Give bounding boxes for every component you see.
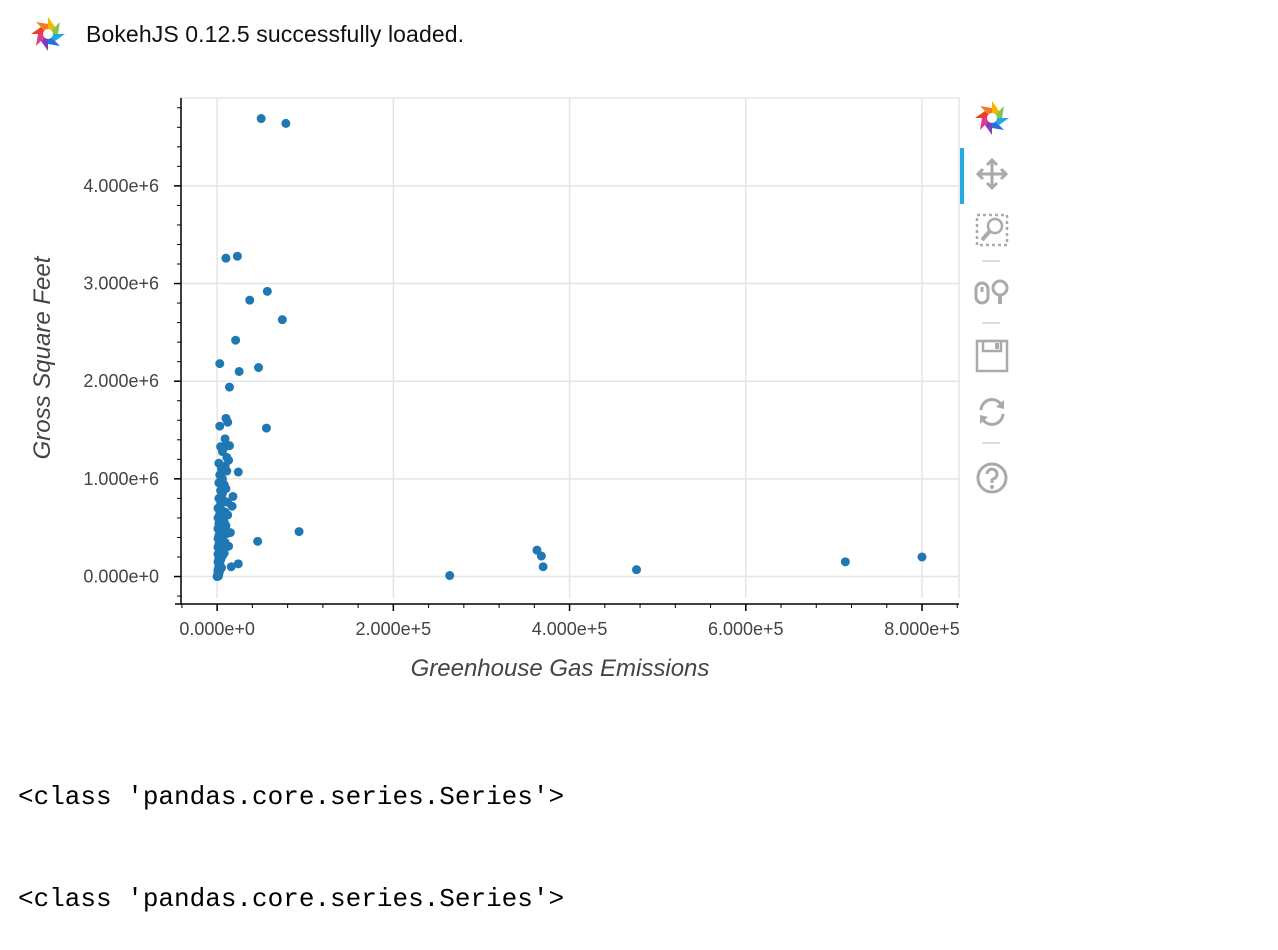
- banner-text: BokehJS 0.12.5 successfully loaded.: [86, 20, 465, 47]
- data-point: [277, 315, 287, 325]
- y-tick-label: 0.000e+0: [83, 567, 159, 587]
- data-point: [222, 466, 232, 476]
- data-point: [215, 359, 225, 369]
- data-point: [231, 335, 241, 345]
- scatter-plot[interactable]: 0.000e+0 2.000e+5 4.000e+5 6.000e+5 8.000e+5…: [0, 80, 960, 700]
- x-tick-label: 8.000e+5: [884, 619, 960, 639]
- data-point: [223, 417, 233, 427]
- data-point: [220, 434, 230, 444]
- data-point: [253, 536, 263, 546]
- x-tick-label: 2.000e+5: [356, 619, 432, 639]
- plot-frame: [181, 97, 960, 598]
- data-point: [632, 565, 642, 575]
- bokeh-logo-icon[interactable]: [972, 98, 1012, 138]
- data-point: [254, 363, 264, 373]
- x-axis-label: Greenhouse Gas Emissions: [411, 655, 710, 682]
- x-tick-label: 4.000e+5: [532, 619, 608, 639]
- y-tick-label: 3.000e+6: [83, 274, 159, 294]
- data-point: [226, 562, 236, 572]
- data-point: [281, 118, 291, 128]
- data-point: [212, 572, 222, 582]
- data-point: [917, 552, 927, 562]
- data-point: [245, 295, 255, 305]
- grid-lines: [181, 98, 959, 598]
- data-point: [215, 421, 225, 431]
- output-line: <class 'pandas.core.series.Series'>: [18, 782, 565, 812]
- toolbar-separator: [982, 260, 1000, 262]
- chart-canvas[interactable]: 0.000e+0 2.000e+5 4.000e+5 6.000e+5 8.000e+5…: [0, 80, 960, 700]
- data-point: [294, 527, 304, 537]
- data-point: [221, 253, 231, 263]
- y-axis-label: Gross Square Feet: [29, 255, 56, 459]
- box-zoom-icon[interactable]: [972, 210, 1012, 250]
- plot-toolbar: [960, 96, 1020, 516]
- data-point: [445, 571, 455, 581]
- reset-icon[interactable]: [972, 392, 1012, 432]
- output-line: <class 'pandas.core.series.Series'>: [18, 884, 565, 914]
- data-point: [228, 491, 238, 501]
- data-point: [227, 501, 237, 511]
- y-tick-label: 2.000e+6: [83, 371, 159, 391]
- y-tick-label: 1.000e+6: [83, 469, 159, 489]
- data-point: [234, 366, 244, 376]
- data-point: [536, 551, 546, 561]
- wheel-zoom-icon[interactable]: [972, 272, 1012, 312]
- data-point: [233, 467, 243, 477]
- pan-icon[interactable]: [972, 154, 1012, 194]
- toolbar-separator: [982, 442, 1000, 444]
- data-point: [232, 251, 242, 261]
- bokeh-logo-icon: [31, 17, 65, 51]
- toolbar-separator: [982, 322, 1000, 324]
- data-point: [538, 562, 548, 572]
- bokeh-load-banner: BokehJS 0.12.5 successfully loaded.: [28, 14, 464, 54]
- data-point: [224, 382, 234, 392]
- data-point: [262, 286, 272, 296]
- save-icon[interactable]: [972, 336, 1012, 376]
- scatter-points: [212, 114, 927, 582]
- data-point: [256, 114, 266, 124]
- x-tick-label: 0.000e+0: [179, 619, 255, 639]
- data-point: [233, 559, 243, 569]
- axes: 0.000e+0 2.000e+5 4.000e+5 6.000e+5 8.000e+5…: [83, 98, 960, 639]
- active-tool-indicator: [960, 148, 964, 204]
- data-point: [840, 557, 850, 567]
- cell-output: <class 'pandas.core.series.Series'> <cla…: [18, 712, 564, 950]
- x-tick-label: 6.000e+5: [708, 619, 784, 639]
- data-point: [224, 541, 234, 551]
- y-tick-label: 4.000e+6: [83, 176, 159, 196]
- data-point: [261, 423, 271, 433]
- help-icon[interactable]: [972, 458, 1012, 498]
